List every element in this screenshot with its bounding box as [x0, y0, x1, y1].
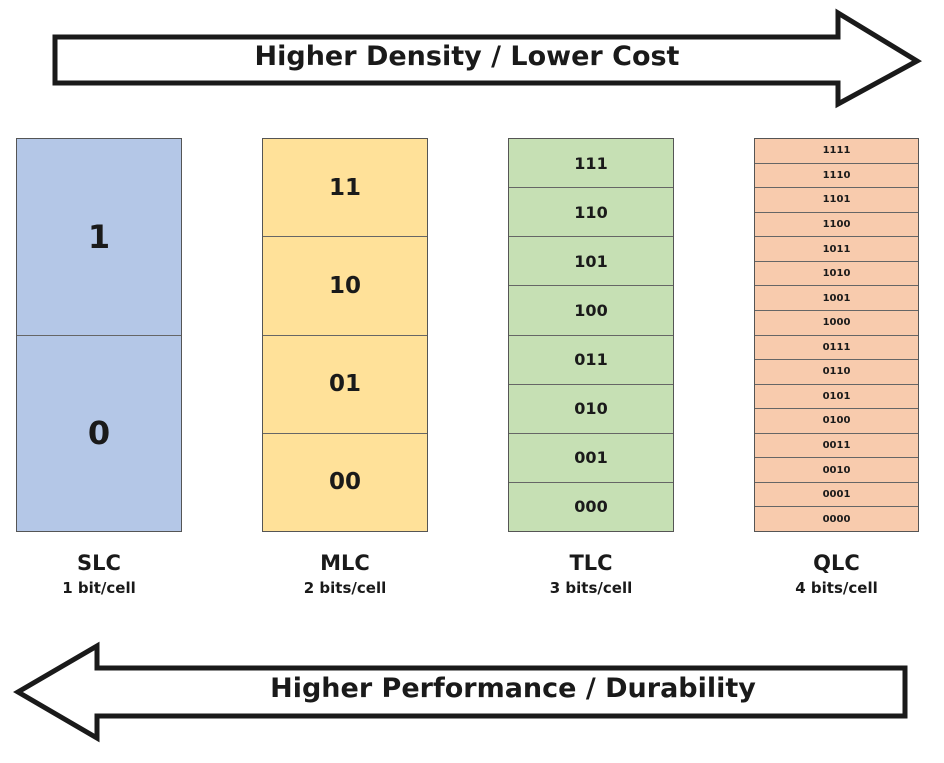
qlc-cell-0011: 0011 — [755, 432, 918, 458]
slc-bits-per-cell: 1 bit/cell — [62, 579, 136, 597]
mlc-bits-per-cell: 2 bits/cell — [303, 579, 387, 597]
tlc-bits-per-cell: 3 bits/cell — [549, 579, 633, 597]
qlc-cell-0110: 0110 — [755, 359, 918, 384]
performance-arrow-label: Higher Performance / Durability — [270, 673, 756, 704]
density-arrow-right — [52, 8, 923, 109]
mlc-column: 11 10 01 00 — [262, 138, 428, 532]
performance-arrow-left — [13, 641, 908, 743]
mlc-cell-00: 00 — [263, 432, 427, 531]
tlc-cell-100: 100 — [509, 285, 673, 334]
mlc-cell-11: 11 — [328, 174, 361, 201]
qlc-cell-0001: 0001 — [755, 481, 918, 507]
qlc-cell-1011: 1011 — [755, 236, 918, 261]
tlc-cell-000: 000 — [509, 481, 673, 531]
qlc-cell-1000: 1000 — [755, 309, 918, 335]
slc-cell-1: 1 — [87, 217, 111, 256]
qlc-bits-per-cell: 4 bits/cell — [795, 579, 878, 597]
tlc-cell-011: 011 — [509, 334, 673, 384]
slc-cell-0: 0 — [17, 334, 181, 532]
qlc-cell-0111: 0111 — [755, 334, 918, 360]
tlc-cell-111: 111 — [574, 153, 608, 173]
mlc-cell-10: 10 — [263, 236, 427, 334]
density-arrow-label: Higher Density / Lower Cost — [254, 41, 680, 72]
qlc-cell-1110: 1110 — [755, 162, 918, 188]
mlc-name: MLC — [320, 551, 370, 575]
qlc-column: 1111 1110 1101 1100 1011 1010 1001 1000 0111 0110… — [754, 138, 919, 532]
tlc-cell-001: 001 — [509, 432, 673, 482]
qlc-cell-1001: 1001 — [755, 285, 918, 310]
tlc-cell-101: 101 — [509, 236, 673, 285]
slc-name: SLC — [77, 551, 121, 575]
qlc-cell-0000: 0000 — [755, 506, 918, 531]
mlc-cell-01: 01 — [263, 334, 427, 433]
qlc-cell-1111: 1111 — [822, 145, 851, 157]
tlc-column: 111 110 101 100 011 010 001 000 — [508, 138, 674, 532]
qlc-cell-0101: 0101 — [755, 383, 918, 409]
qlc-cell-1010: 1010 — [755, 260, 918, 286]
slc-caption: SLC 1 bit/cell — [16, 550, 182, 600]
tlc-caption: TLC 3 bits/cell — [508, 550, 674, 600]
tlc-name: TLC — [569, 551, 613, 575]
qlc-cell-1101: 1101 — [755, 187, 918, 212]
qlc-cell-0010: 0010 — [755, 457, 918, 482]
qlc-cell-1100: 1100 — [755, 211, 918, 237]
qlc-cell-0100: 0100 — [755, 408, 918, 433]
qlc-name: QLC — [813, 551, 860, 575]
tlc-cell-110: 110 — [509, 187, 673, 236]
mlc-caption: MLC 2 bits/cell — [262, 550, 428, 600]
tlc-cell-010: 010 — [509, 383, 673, 433]
qlc-caption: QLC 4 bits/cell — [754, 550, 919, 600]
